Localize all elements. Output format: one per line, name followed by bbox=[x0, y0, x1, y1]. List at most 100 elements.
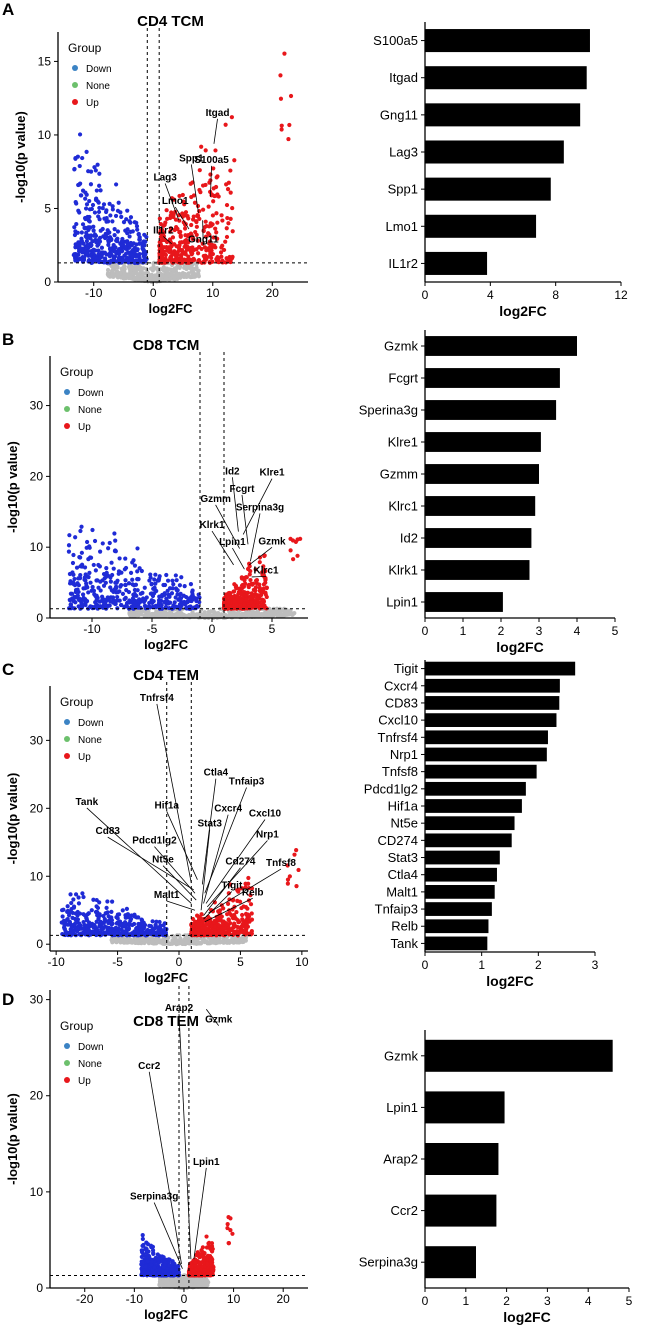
down-point bbox=[173, 595, 178, 600]
down-point bbox=[115, 594, 120, 600]
down-point bbox=[197, 600, 202, 605]
up-point bbox=[254, 578, 260, 583]
chart-title: CD4 TEM bbox=[133, 667, 199, 684]
down-point bbox=[148, 591, 153, 596]
down-point bbox=[130, 560, 135, 565]
bar bbox=[425, 560, 530, 580]
down-point bbox=[135, 577, 140, 582]
down-point bbox=[151, 586, 156, 591]
down-point bbox=[131, 606, 136, 611]
none-point bbox=[144, 609, 149, 614]
up-point bbox=[171, 212, 176, 217]
up-point bbox=[248, 577, 253, 583]
gene-annotation: Serpina3g bbox=[236, 502, 284, 562]
none-point bbox=[197, 940, 202, 945]
down-point bbox=[117, 255, 122, 260]
bar bbox=[425, 867, 497, 882]
down-point bbox=[94, 593, 99, 598]
annotation-line bbox=[202, 220, 204, 246]
down-point bbox=[136, 915, 141, 920]
none-point bbox=[230, 613, 235, 618]
down-point bbox=[71, 572, 76, 577]
gene-annotation: Cd83 bbox=[96, 826, 194, 891]
up-point bbox=[186, 216, 191, 221]
none-point bbox=[114, 940, 119, 945]
down-point bbox=[78, 256, 83, 261]
none-point bbox=[162, 278, 167, 283]
annotation-line bbox=[203, 814, 229, 904]
down-point bbox=[188, 582, 194, 587]
annotation-line bbox=[174, 206, 190, 230]
x-tick-label: 0 bbox=[150, 286, 157, 300]
up-point bbox=[234, 910, 239, 915]
down-point bbox=[83, 602, 88, 608]
up-point bbox=[232, 915, 237, 920]
down-point bbox=[126, 581, 132, 586]
none-point bbox=[196, 1278, 201, 1283]
down-point bbox=[95, 259, 100, 264]
down-point bbox=[147, 600, 152, 606]
down-point bbox=[116, 932, 122, 937]
up-point bbox=[254, 596, 260, 601]
up-point bbox=[230, 898, 236, 903]
category-label: Klre1 bbox=[388, 435, 418, 450]
annotation-line bbox=[164, 183, 180, 221]
down-point bbox=[72, 252, 77, 257]
none-point bbox=[165, 270, 170, 275]
down-point bbox=[112, 233, 117, 238]
x-tick-label: 4 bbox=[487, 288, 494, 302]
down-point bbox=[108, 599, 113, 604]
annotation-line bbox=[203, 867, 241, 916]
none-point bbox=[196, 268, 201, 273]
up-point bbox=[161, 223, 166, 228]
down-point bbox=[80, 592, 86, 597]
category-label: Tigit bbox=[394, 661, 418, 676]
down-point bbox=[84, 539, 90, 545]
down-point bbox=[90, 527, 95, 533]
annotation-label: Serpina3g bbox=[236, 502, 284, 513]
down-point bbox=[65, 909, 70, 914]
down-point bbox=[114, 182, 119, 187]
up-point bbox=[240, 922, 246, 927]
up-point bbox=[181, 199, 186, 204]
up-point bbox=[249, 911, 254, 916]
up-point bbox=[210, 909, 216, 914]
none-point bbox=[134, 271, 139, 276]
down-point bbox=[110, 204, 115, 209]
up-point bbox=[217, 908, 223, 913]
y-tick-label: 30 bbox=[30, 733, 44, 747]
down-point bbox=[104, 566, 109, 571]
annotation-label: Nrp1 bbox=[256, 830, 279, 841]
up-point bbox=[225, 901, 231, 906]
down-point bbox=[167, 600, 173, 605]
up-point bbox=[235, 925, 240, 930]
down-point bbox=[113, 925, 118, 930]
up-point bbox=[164, 208, 169, 213]
up-point bbox=[157, 257, 162, 262]
up-point bbox=[220, 218, 225, 223]
none-point bbox=[145, 279, 150, 284]
down-point bbox=[153, 572, 158, 577]
category-label: CD274 bbox=[378, 833, 418, 848]
none-point bbox=[176, 941, 182, 946]
x-tick-label: 12 bbox=[614, 288, 628, 302]
annotation-label: Tnfsf8 bbox=[266, 858, 296, 869]
y-tick-label: 20 bbox=[30, 801, 44, 815]
up-point bbox=[167, 249, 172, 255]
up-point bbox=[157, 216, 162, 221]
down-point bbox=[80, 155, 85, 161]
down-point bbox=[167, 1272, 173, 1277]
none-point bbox=[159, 273, 164, 278]
up-point bbox=[249, 917, 255, 922]
y-tick-label: 10 bbox=[38, 128, 52, 142]
none-point bbox=[198, 1281, 203, 1286]
annotation-line bbox=[242, 478, 273, 535]
up-point bbox=[207, 1257, 213, 1262]
up-point bbox=[207, 248, 212, 253]
annotation-line bbox=[107, 836, 194, 891]
up-point bbox=[198, 922, 203, 927]
up-point bbox=[209, 932, 214, 938]
up-point bbox=[282, 51, 287, 56]
none-point bbox=[135, 940, 140, 945]
bar bbox=[425, 781, 526, 796]
